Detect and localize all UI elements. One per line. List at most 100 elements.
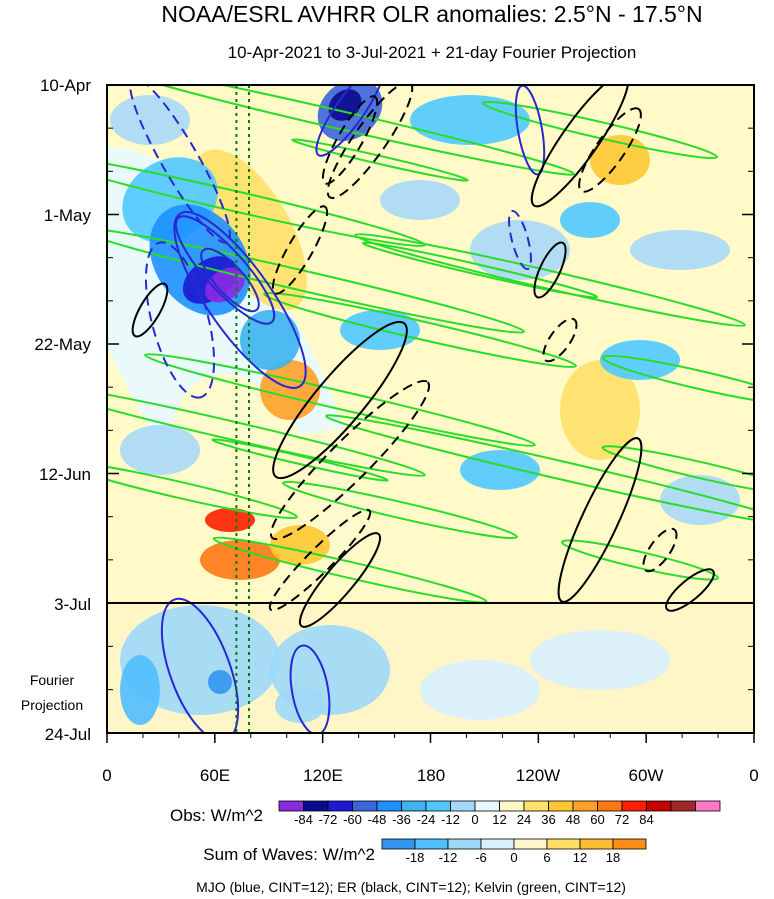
obs-colorbar-level-label: 0 bbox=[471, 812, 478, 827]
obs-colorbar-level-label: 24 bbox=[517, 812, 531, 827]
kelvin-contour bbox=[144, 353, 536, 447]
obs-colorbar-swatch bbox=[376, 800, 402, 812]
obs-anomaly-cell bbox=[580, 260, 700, 340]
obs-colorbar-level-label: 84 bbox=[639, 812, 653, 827]
projection-anomaly-cell bbox=[420, 660, 540, 720]
obs-colorbar-swatch bbox=[450, 800, 476, 812]
er-contour bbox=[271, 205, 329, 295]
waves-colorbar-level-label: 12 bbox=[573, 850, 587, 865]
obs-colorbar-level-label: 36 bbox=[541, 812, 555, 827]
er-contour bbox=[298, 532, 382, 628]
obs-anomaly-cell bbox=[270, 525, 330, 565]
x-tick-label-0: 0 bbox=[102, 766, 111, 785]
wave-contours bbox=[107, 85, 754, 733]
er-contour bbox=[542, 317, 578, 363]
y-tick-label-12-jun: 12-Jun bbox=[39, 465, 91, 484]
y-tick-label-24-jul: 24-Jul bbox=[45, 725, 91, 744]
er-contour bbox=[665, 568, 715, 612]
x-tick-label-120w: 120W bbox=[516, 766, 560, 785]
obs-colorbar-swatch bbox=[352, 800, 378, 812]
kelvin-contour bbox=[211, 438, 389, 482]
kelvin-contour bbox=[354, 233, 746, 327]
y-tick-label-10-apr: 10-Apr bbox=[40, 76, 91, 95]
kelvin-contour bbox=[601, 445, 754, 495]
obs-anomaly-cell bbox=[560, 360, 640, 460]
y-tick-label-3-jul: 3-Jul bbox=[54, 595, 91, 614]
obs-colorbar-level-label: -36 bbox=[392, 812, 411, 827]
waves-colorbar-level-label: -18 bbox=[406, 850, 425, 865]
obs-anomaly-cell bbox=[120, 425, 200, 475]
obs-anomaly-cell bbox=[660, 385, 740, 455]
waves-colorbar-level-label: -12 bbox=[439, 850, 458, 865]
kelvin-contour bbox=[561, 539, 719, 581]
obs-colorbar-swatch bbox=[572, 800, 598, 812]
obs-colorbar-swatch bbox=[646, 800, 672, 812]
obs-anomaly-cell bbox=[630, 230, 730, 270]
obs-anomaly-cell bbox=[470, 220, 570, 280]
obs-colorbar-level-label: -72 bbox=[319, 812, 338, 827]
er-contour bbox=[533, 241, 567, 299]
projection-anomaly-cell bbox=[120, 605, 280, 715]
kelvin-contour bbox=[107, 85, 575, 176]
obs-colorbar-level-label: -12 bbox=[441, 812, 460, 827]
obs-anomaly-cell bbox=[380, 180, 460, 220]
projection-anomaly-cell bbox=[208, 670, 232, 694]
x-tick-label-120e: 120E bbox=[303, 766, 343, 785]
obs-anomaly-cell bbox=[600, 340, 680, 380]
waves-colorbar-swatch bbox=[381, 838, 416, 850]
er-contour bbox=[530, 85, 630, 208]
x-tick-label-0-right: 0 bbox=[749, 766, 758, 785]
kelvin-contour bbox=[107, 460, 298, 520]
er-contour bbox=[272, 320, 408, 480]
obs-colorbar-swatch bbox=[303, 800, 329, 812]
obs-colorbar-swatch bbox=[474, 800, 500, 812]
obs-colorbar: -84 -72 -60 -48 -36 -24 -12 0 12 24 36 48 60 72 84 bbox=[278, 800, 721, 827]
obs-colorbar-level-label: -84 bbox=[294, 812, 313, 827]
kelvin-contour bbox=[362, 241, 598, 299]
obs-anomaly-cell bbox=[560, 202, 620, 238]
obs-anomaly-cell bbox=[110, 95, 190, 145]
x-tick-label-180: 180 bbox=[417, 766, 445, 785]
obs-colorbar-level-label: 48 bbox=[566, 812, 580, 827]
obs-anomaly-cell bbox=[200, 540, 280, 580]
x-tick-label-60e: 60E bbox=[200, 766, 230, 785]
obs-colorbar-level-label: -48 bbox=[368, 812, 387, 827]
obs-anomaly-cell bbox=[205, 508, 255, 532]
projection-label-line1: Fourier bbox=[30, 672, 75, 688]
obs-colorbar-level-label: 12 bbox=[492, 812, 506, 827]
mjo-contour bbox=[160, 597, 240, 733]
waves-colorbar-swatch bbox=[546, 838, 581, 850]
obs-colorbar-swatch bbox=[548, 800, 574, 812]
kelvin-contour bbox=[107, 383, 426, 477]
obs-anomaly-cell bbox=[240, 310, 300, 370]
waves-colorbar-label: Sum of Waves: W/m^2 bbox=[203, 845, 375, 864]
mjo-contour bbox=[144, 241, 216, 399]
waves-colorbar: -18 -12 -6 0 6 12 18 bbox=[381, 838, 647, 865]
obs-anomaly-cell bbox=[205, 267, 245, 303]
mjo-contour bbox=[315, 85, 385, 157]
y-tick-label-1-may: 1-May bbox=[44, 206, 92, 225]
chart-subtitle: 10-Apr-2021 to 3-Jul-2021 + 21-day Fouri… bbox=[228, 43, 637, 62]
er-contour bbox=[326, 85, 414, 200]
waves-colorbar-level-label: 18 bbox=[606, 850, 620, 865]
obs-colorbar-swatch bbox=[425, 800, 451, 812]
waves-colorbar-level-label: 6 bbox=[543, 850, 550, 865]
obs-colorbar-level-label: 72 bbox=[615, 812, 629, 827]
obs-colorbar-swatch bbox=[327, 800, 353, 812]
waves-colorbar-swatch bbox=[612, 838, 647, 850]
obs-anomaly-cell bbox=[460, 450, 540, 490]
projection-anomaly-cell bbox=[530, 630, 670, 690]
obs-colorbar-swatch bbox=[621, 800, 647, 812]
projection-anomaly-cell bbox=[660, 675, 740, 725]
waves-colorbar-swatch bbox=[579, 838, 614, 850]
y-tick-label-22-may: 22-May bbox=[34, 335, 91, 354]
kelvin-contour bbox=[482, 100, 718, 160]
obs-colorbar-swatch bbox=[695, 800, 721, 812]
obs-colorbar-swatch bbox=[401, 800, 427, 812]
projection-anomaly-cell bbox=[275, 687, 325, 723]
obs-colorbar-swatch bbox=[278, 800, 304, 812]
mjo-contour bbox=[289, 644, 331, 733]
chart-title: NOAA/ESRL AVHRR OLR anomalies: 2.5°N - 1… bbox=[161, 1, 702, 27]
waves-colorbar-swatch bbox=[480, 838, 515, 850]
